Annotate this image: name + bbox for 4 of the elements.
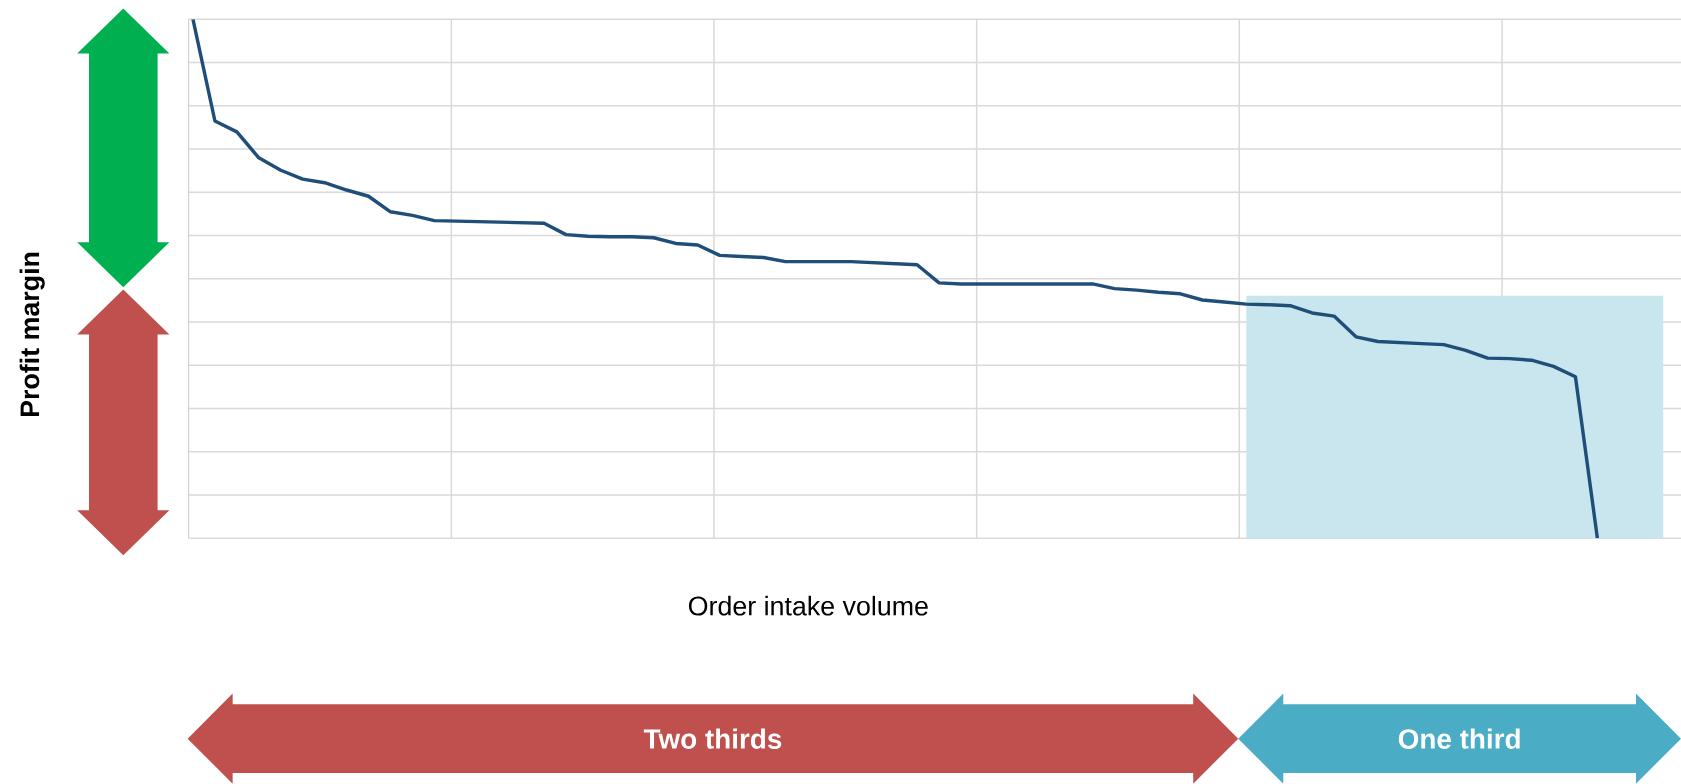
text: Profit margin xyxy=(19,252,45,417)
x-axis-title: Order intake volume xyxy=(688,596,928,616)
text: One third xyxy=(1398,728,1520,750)
text: Two thirds xyxy=(643,728,782,750)
